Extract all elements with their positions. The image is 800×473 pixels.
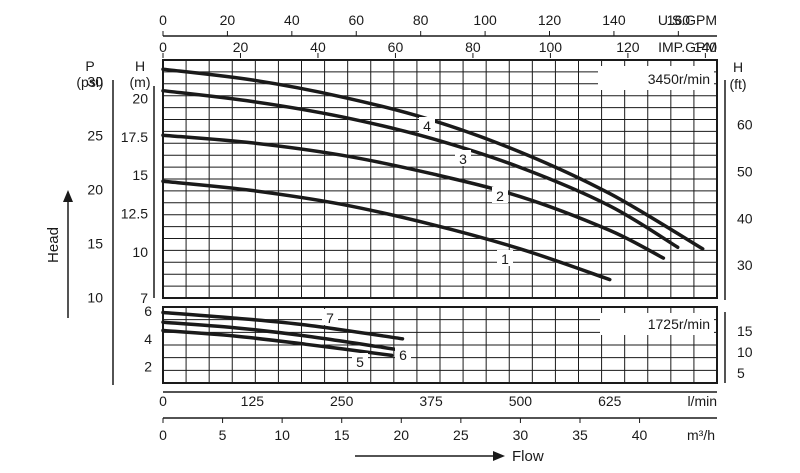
lower-speed-label: 1725r/min	[648, 316, 710, 332]
head-m-unit-label: (m)	[130, 74, 151, 90]
head-ft-unit-label: (ft)	[729, 76, 746, 92]
m3h-tick-label: 40	[632, 427, 648, 443]
pump-curve-label-4: 4	[423, 118, 431, 134]
pump-curve-label-1-background	[497, 250, 513, 266]
head-m-tick-label: 17.5	[121, 129, 148, 145]
m3h-tick-label: 20	[393, 427, 409, 443]
m3h-tick-label: 10	[274, 427, 290, 443]
usgpm-tick-label: 160	[667, 12, 691, 28]
pump-curve-label-7-background	[322, 309, 338, 325]
head-ft-unit-label: H	[733, 59, 743, 75]
pump-curve-label-7: 7	[326, 310, 334, 326]
m3h-tick-label: 15	[334, 427, 350, 443]
m3h-unit-label: m³/h	[687, 427, 715, 443]
lower-head-ft-tick-label: 10	[737, 344, 753, 360]
m3h-tick-label: 0	[159, 427, 167, 443]
pump-curve-label-3: 3	[459, 151, 467, 167]
pressure-psi-tick-label: 15	[87, 236, 103, 252]
lpm-tick-label: 0	[159, 393, 167, 409]
flow-axis-title: Flow	[512, 448, 544, 465]
head-m-tick-label: 7	[140, 290, 148, 306]
pressure-psi-unit-label: (psi)	[76, 74, 103, 90]
lpm-tick-label: 125	[241, 393, 265, 409]
lower-head-ft-tick-label: 5	[737, 365, 745, 381]
pressure-psi-tick-label: 30	[87, 74, 103, 90]
upper-speed-label: 3450r/min	[648, 71, 710, 87]
pump-curve-label-5-background	[352, 353, 368, 369]
pump-curve-label-6-background	[395, 346, 411, 362]
head-ft-tick-label: 50	[737, 163, 753, 179]
pump-curve-label-3-background	[455, 150, 471, 166]
lpm-tick-label: 250	[330, 393, 354, 409]
usgpm-tick-label: 140	[602, 12, 626, 28]
pump-curve-label-2-background	[492, 187, 508, 203]
usgpm-tick-label: 40	[284, 12, 300, 28]
impgpm-tick-label: 80	[465, 39, 481, 55]
pressure-psi-unit-label: P	[85, 58, 94, 74]
m3h-tick-label: 25	[453, 427, 469, 443]
impgpm-tick-label: 40	[310, 39, 326, 55]
usgpm-tick-label: 100	[473, 12, 497, 28]
upper-grid	[162, 59, 718, 299]
upper-plot-frame	[162, 59, 718, 299]
pump-curve-label-1: 1	[501, 251, 509, 267]
head-axis-title: Head	[45, 227, 62, 263]
impgpm-tick-label: 140	[694, 39, 718, 55]
m3h-tick-label: 30	[513, 427, 529, 443]
usgpm-tick-label: 80	[413, 12, 429, 28]
pump-curve-1	[161, 179, 612, 282]
usgpm-unit-label: U.S.GPM	[658, 12, 717, 28]
impgpm-tick-label: 100	[539, 39, 563, 55]
upper-speed-label-background	[598, 66, 714, 90]
impgpm-tick-label: 0	[159, 39, 167, 55]
pump-curve-2	[161, 133, 666, 260]
usgpm-tick-label: 20	[220, 12, 236, 28]
head-arrow-head	[63, 190, 73, 202]
head-ft-tick-label: 30	[737, 257, 753, 273]
pump-curve-label-6: 6	[399, 347, 407, 363]
head-m-tick-label: 15	[132, 167, 148, 183]
m3h-tick-label: 35	[572, 427, 588, 443]
lower-speed-label-background	[600, 313, 714, 335]
head-ft-tick-label: 60	[737, 117, 753, 133]
usgpm-tick-label: 120	[538, 12, 562, 28]
head-m-tick-label: 20	[132, 90, 148, 106]
lower-head-m-tick-label: 4	[144, 331, 152, 347]
head-ft-tick-label: 40	[737, 210, 753, 226]
pump-curve-label-2: 2	[496, 188, 504, 204]
pressure-psi-tick-label: 20	[87, 182, 103, 198]
usgpm-tick-label: 0	[159, 12, 167, 28]
usgpm-tick-label: 60	[348, 12, 364, 28]
pump-curve-6	[161, 320, 401, 352]
head-m-tick-label: 12.5	[121, 206, 148, 222]
head-m-unit-label: H	[135, 58, 145, 74]
pump-curve-label-5: 5	[356, 354, 364, 370]
impgpm-tick-label: 120	[616, 39, 640, 55]
pump-curve-7	[161, 310, 405, 341]
lpm-unit-label: l/min	[687, 393, 717, 409]
pressure-psi-tick-label: 25	[87, 128, 103, 144]
impgpm-tick-label: 20	[233, 39, 249, 55]
m3h-tick-label: 5	[219, 427, 227, 443]
flow-arrow-head	[493, 451, 505, 461]
pump-curve-3	[161, 88, 680, 250]
head-m-tick-label: 10	[132, 244, 148, 260]
lpm-tick-label: 625	[598, 393, 622, 409]
pressure-psi-tick-label: 10	[87, 290, 103, 306]
lower-head-m-tick-label: 6	[144, 303, 152, 319]
impgpm-tick-label: 60	[388, 39, 404, 55]
pump-curve-label-4-background	[419, 117, 435, 133]
lpm-tick-label: 500	[509, 393, 533, 409]
impgpm-unit-label: IMP.GPM	[658, 39, 717, 55]
lower-head-m-tick-label: 2	[144, 358, 152, 374]
lpm-tick-label: 375	[419, 393, 443, 409]
pump-curve-5	[161, 328, 394, 358]
lower-plot-frame	[162, 306, 718, 384]
lower-head-ft-tick-label: 15	[737, 323, 753, 339]
